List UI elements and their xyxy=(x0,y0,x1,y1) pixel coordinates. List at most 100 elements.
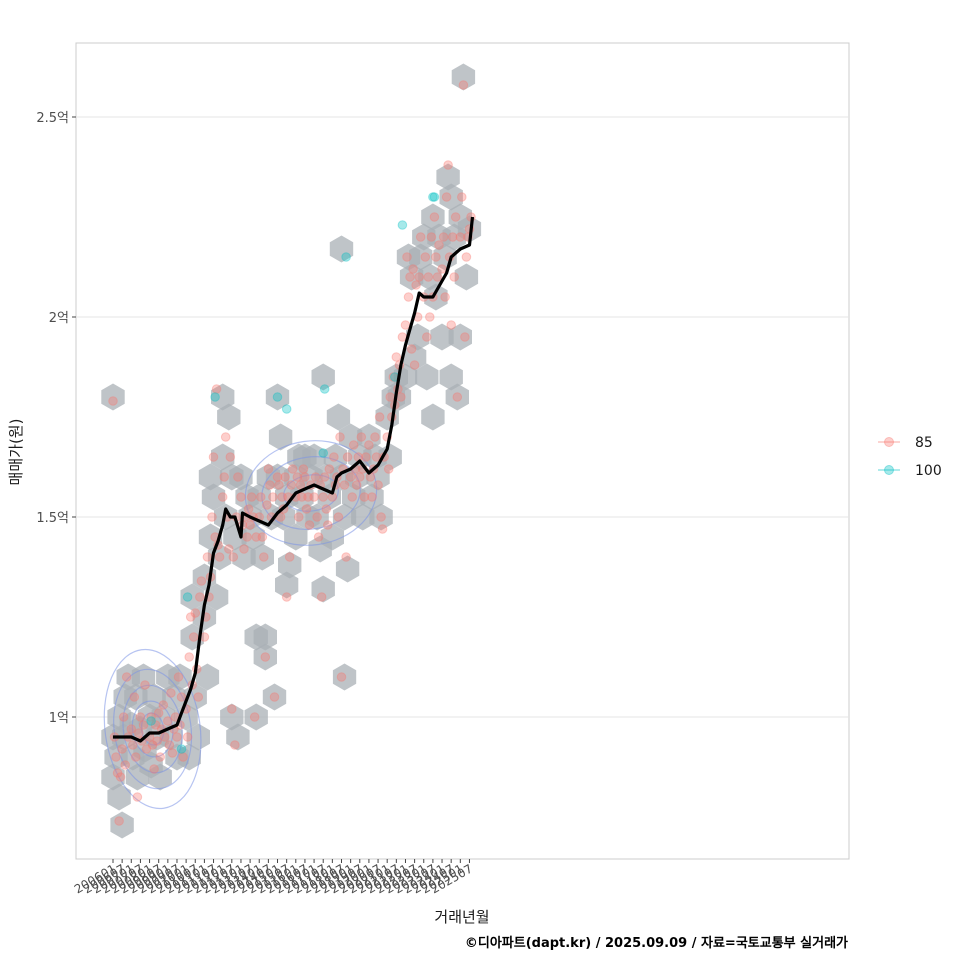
legend-key-point xyxy=(884,465,894,475)
scatter-point-85 xyxy=(309,492,319,502)
scatter-point-85 xyxy=(111,752,121,762)
scatter-point-85 xyxy=(406,344,417,354)
legend-label: 85 xyxy=(915,435,933,451)
scatter-point-85 xyxy=(324,464,335,474)
hex-bin xyxy=(241,523,265,551)
scatter-point-85 xyxy=(359,492,370,502)
scatter-point-85 xyxy=(263,464,274,474)
hex-bin xyxy=(451,63,476,91)
scatter-point-85 xyxy=(147,740,158,750)
hex-bin xyxy=(335,555,360,583)
scatter-point-85 xyxy=(312,512,322,522)
hex-bin xyxy=(457,215,482,243)
scatter-point-85 xyxy=(274,480,284,490)
scatter-point-85 xyxy=(202,552,213,562)
scatter-point-85 xyxy=(383,464,394,474)
scatter-point-85 xyxy=(345,472,356,482)
hex-bin xyxy=(186,723,210,751)
scatter-point-85 xyxy=(120,760,130,770)
legend-label: 100 xyxy=(915,463,942,479)
scatter-point-85 xyxy=(167,748,178,758)
scatter-point-85 xyxy=(458,80,469,90)
scatter-point-85 xyxy=(339,480,350,490)
hex-bin xyxy=(421,403,445,431)
hex-bin xyxy=(338,423,363,451)
scatter-point-85 xyxy=(220,432,231,442)
scatter-point-85 xyxy=(441,192,452,202)
scatter-point-85 xyxy=(280,472,290,482)
scatter-point-85 xyxy=(112,768,123,778)
scatter-point-85 xyxy=(347,492,358,502)
trend-line-layer xyxy=(113,216,475,743)
hex-bin xyxy=(174,703,198,731)
scatter-point-85 xyxy=(429,212,440,222)
scatter-point-85 xyxy=(251,532,262,542)
hex-bin xyxy=(311,575,335,603)
density-contour-layer xyxy=(103,440,378,810)
scatter-point-85 xyxy=(298,464,309,474)
scatter-point-100 xyxy=(318,448,329,458)
scatter-point-85 xyxy=(217,492,228,502)
hex-bin xyxy=(402,343,427,371)
hex-bin xyxy=(253,643,277,671)
scatter-point-85 xyxy=(140,680,150,690)
scatter-point-85 xyxy=(149,764,159,774)
scatter-point-100 xyxy=(429,192,440,202)
scatter-point-85 xyxy=(246,492,257,502)
scatter-point-85 xyxy=(422,332,432,342)
scatter-point-85 xyxy=(391,352,402,362)
hex-bin xyxy=(406,323,430,351)
scatter-point-85 xyxy=(446,320,457,330)
density-contour xyxy=(261,456,361,530)
scatter-point-85 xyxy=(214,552,225,562)
scatter-point-85 xyxy=(164,740,175,750)
scatter-point-85 xyxy=(134,728,144,738)
y-tick-label: 2억 xyxy=(49,311,69,326)
scatter-point-100 xyxy=(428,192,438,202)
hex-bin xyxy=(198,463,223,491)
scatter-point-85 xyxy=(185,612,196,622)
hex-bin xyxy=(311,363,335,391)
scatter-point-85 xyxy=(351,480,362,490)
scatter-point-85 xyxy=(301,504,312,514)
hex-bin xyxy=(226,723,250,751)
scatter-point-85 xyxy=(195,592,205,602)
scatter-point-85 xyxy=(367,492,377,502)
scatter-point-85 xyxy=(303,492,313,502)
scatter-point-85 xyxy=(196,576,207,586)
hex-bin xyxy=(265,383,290,411)
hex-bin xyxy=(415,363,439,391)
scatter-point-85 xyxy=(152,736,162,746)
scatter-point-85 xyxy=(452,392,463,402)
scatter-point-85 xyxy=(409,360,420,370)
scatter-point-85 xyxy=(461,252,472,262)
scatter-point-85 xyxy=(230,740,240,750)
scatter-point-85 xyxy=(219,472,229,482)
y-axis-title: 매매가(원) xyxy=(7,419,25,486)
scatter-point-85 xyxy=(316,592,327,602)
scatter-point-85 xyxy=(245,520,255,530)
scatter-point-85 xyxy=(284,552,295,562)
scatter-point-85 xyxy=(188,632,199,642)
legend: 85 100 xyxy=(878,435,942,479)
scatter-point-85 xyxy=(224,544,234,554)
hex-bin xyxy=(399,263,424,291)
scatter-point-85 xyxy=(405,272,415,282)
scatter-point-85 xyxy=(126,724,137,734)
x-axis-title: 거래년월 xyxy=(434,908,489,926)
scatter-point-85 xyxy=(294,512,304,522)
hex-bin xyxy=(101,383,125,411)
scatter-point-85 xyxy=(411,280,421,290)
scatter-point-85 xyxy=(321,504,332,514)
scatter-point-85 xyxy=(108,396,118,406)
hex-bin xyxy=(271,503,296,531)
scatter-point-85 xyxy=(402,252,412,262)
scatter-point-100 xyxy=(397,220,408,230)
scatter-point-85 xyxy=(449,272,460,282)
hex-bin xyxy=(439,183,463,211)
scatter-point-85 xyxy=(373,480,383,490)
hex-bin xyxy=(275,571,299,599)
y-tick-label: 1.5억 xyxy=(36,511,69,526)
scatter-point-100 xyxy=(176,744,187,754)
scatter-point-85 xyxy=(128,740,138,750)
